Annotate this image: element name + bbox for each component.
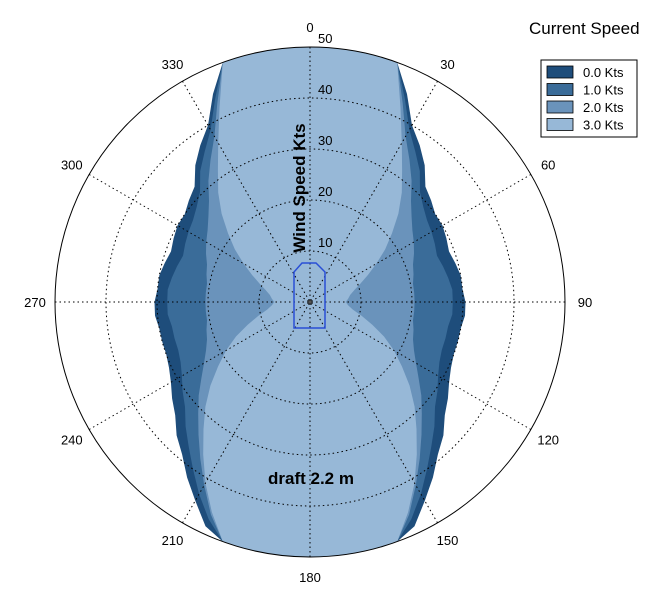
legend-items: 0.0 Kts 1.0 Kts 2.0 Kts 3.0 Kts	[546, 65, 624, 133]
radial-tick-30: 30	[318, 133, 332, 148]
legend-label-3: 3.0 Kts	[583, 118, 624, 133]
angle-labels: 0 30 60 90 120 150 180 210 240 270 300 330	[24, 20, 592, 585]
angle-label-60: 60	[541, 158, 555, 173]
radial-labels: 10 20 30 40 50	[318, 31, 332, 250]
boat-outline	[293, 262, 326, 329]
angle-label-330: 330	[162, 57, 184, 72]
legend: 0.0 Kts 1.0 Kts 2.0 Kts 3.0 Kts	[540, 59, 638, 138]
legend-swatch-2	[546, 100, 574, 114]
angle-label-0: 0	[306, 20, 313, 35]
radial-tick-50: 50	[318, 31, 332, 46]
angle-label-120: 120	[537, 433, 559, 448]
radial-axis-title: Wind Speed Kts	[290, 123, 309, 252]
legend-swatch-0	[546, 65, 574, 79]
angle-label-30: 30	[440, 57, 454, 72]
angle-label-150: 150	[437, 533, 459, 548]
angle-label-240: 240	[61, 433, 83, 448]
angle-label-180: 180	[299, 570, 321, 585]
grid-circle-2	[156, 148, 464, 456]
legend-swatch-3	[546, 118, 574, 131]
legend-label-2: 2.0 Kts	[583, 100, 624, 115]
center-point	[308, 300, 312, 304]
radial-tick-10: 10	[318, 235, 332, 250]
angle-label-210: 210	[162, 533, 184, 548]
polar-grid	[55, 47, 565, 557]
radial-tick-20: 20	[318, 184, 332, 199]
legend-swatch-1	[546, 83, 574, 96]
legend-label-0: 0.0 Kts	[583, 65, 624, 80]
angle-label-300: 300	[61, 158, 83, 173]
outer-circle	[54, 46, 566, 558]
angle-label-270: 270	[24, 295, 46, 310]
legend-label-1: 1.0 Kts	[583, 83, 624, 98]
legend-title: Current Speed	[529, 19, 640, 38]
radial-tick-40: 40	[318, 82, 332, 97]
angle-label-90: 90	[578, 295, 592, 310]
draft-annotation: draft 2.2 m	[268, 469, 354, 488]
